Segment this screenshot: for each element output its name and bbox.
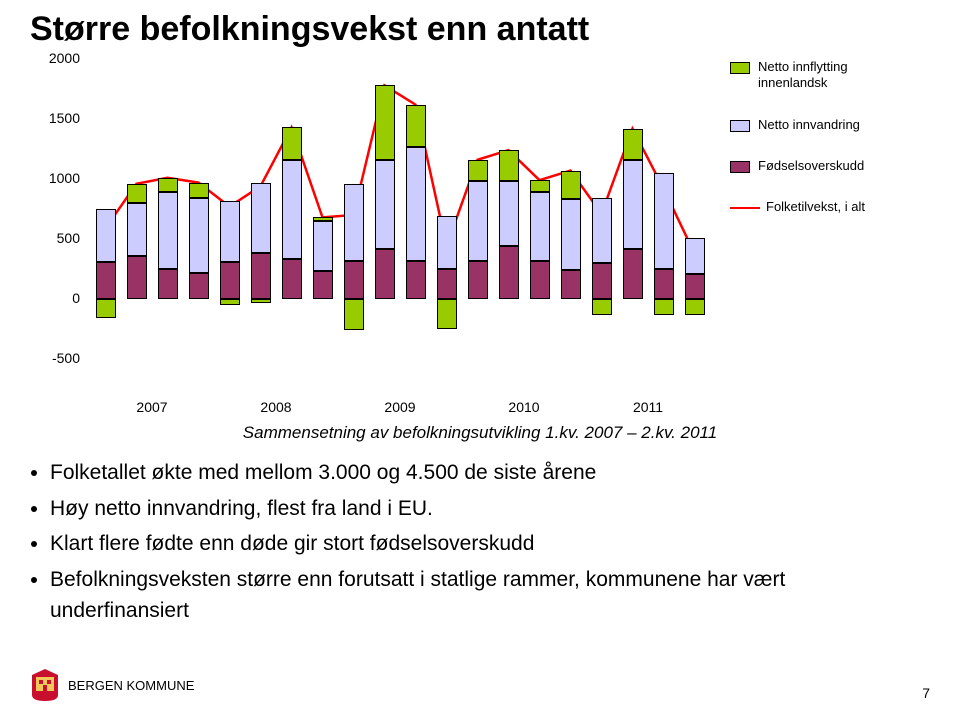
chart-caption: Sammensetning av befolkningsutvikling 1.… <box>30 423 930 443</box>
bar-seg-fodsel <box>127 256 147 299</box>
x-axis-year-label: 2010 <box>462 399 586 415</box>
bar-seg-innflytting <box>685 299 705 315</box>
bar-seg-fodsel <box>96 262 116 299</box>
legend-item: Netto innvandring <box>730 117 888 133</box>
page-number: 7 <box>922 685 930 701</box>
bar-seg-innflytting <box>96 299 116 318</box>
bar-seg-innvandring <box>561 199 581 270</box>
legend-label: Fødselsoverskudd <box>758 158 864 174</box>
legend-label: Netto innvandring <box>758 117 860 133</box>
bar-seg-innflytting <box>406 105 426 147</box>
bar-seg-fodsel <box>468 261 488 299</box>
bar-seg-fodsel <box>530 261 550 299</box>
bar-seg-innvandring <box>530 192 550 260</box>
bar-seg-fodsel <box>406 261 426 299</box>
legend-item: Netto innflytting innenlandsk <box>730 59 888 92</box>
bar-seg-fodsel <box>158 269 178 299</box>
bar-seg-innflytting <box>654 299 674 315</box>
chart-legend: Netto innflytting innenlandsk Netto innva… <box>730 59 888 240</box>
y-axis-tick-label: -500 <box>30 350 80 366</box>
bullet-item: Folketallet økte med mellom 3.000 og 4.5… <box>50 457 930 489</box>
bar-seg-fodsel <box>189 273 209 299</box>
legend-swatch <box>730 62 750 74</box>
bar-seg-innvandring <box>220 201 240 262</box>
bar-seg-innvandring <box>654 173 674 269</box>
bar-seg-fodsel <box>282 259 302 299</box>
bar-seg-innflytting <box>127 184 147 203</box>
bar-seg-innflytting <box>313 217 333 221</box>
bar-seg-fodsel <box>220 262 240 299</box>
bar-seg-fodsel <box>251 253 271 299</box>
bar-seg-innflytting <box>189 183 209 199</box>
bar-seg-innvandring <box>127 203 147 256</box>
x-axis-year-label: 2009 <box>338 399 462 415</box>
bullet-item: Befolkningsveksten større enn forutsatt … <box>50 564 930 627</box>
bar-seg-innflytting <box>158 178 178 192</box>
bar-seg-innvandring <box>282 160 302 260</box>
bar-seg-innvandring <box>685 238 705 274</box>
y-axis-tick-label: 1500 <box>30 110 80 126</box>
legend-item: Folketilvekst, i alt <box>730 199 888 215</box>
legend-label: Folketilvekst, i alt <box>766 199 865 215</box>
bar-seg-innflytting <box>375 85 395 159</box>
bar-seg-innvandring <box>592 198 612 263</box>
bar-seg-innvandring <box>437 216 457 269</box>
legend-label: Netto innflytting innenlandsk <box>758 59 888 92</box>
bar-seg-innvandring <box>499 181 519 246</box>
y-axis-tick-label: 2000 <box>30 50 80 66</box>
bullet-list: Folketallet økte med mellom 3.000 og 4.5… <box>50 457 930 627</box>
bar-seg-innflytting <box>530 180 550 192</box>
bar-seg-innflytting <box>499 150 519 181</box>
bar-seg-innvandring <box>158 192 178 269</box>
chart-container: -5000500100015002000 2007200820092010201… <box>30 59 930 419</box>
bar-seg-innvandring <box>313 221 333 271</box>
bar-seg-fodsel <box>685 274 705 299</box>
x-axis-year-label: 2007 <box>90 399 214 415</box>
bullet-item: Høy netto innvandring, flest fra land i … <box>50 493 930 525</box>
bar-seg-innflytting <box>344 299 364 330</box>
bar-seg-fodsel <box>375 249 395 299</box>
bar-seg-innvandring <box>344 184 364 261</box>
bar-seg-innflytting <box>623 129 643 160</box>
x-axis-year-label: 2008 <box>214 399 338 415</box>
bar-seg-fodsel <box>437 269 457 299</box>
bar-seg-innflytting <box>220 299 240 305</box>
footer: BERGEN KOMMUNE <box>30 669 194 701</box>
bar-seg-innvandring <box>189 198 209 272</box>
legend-item: Fødselsoverskudd <box>730 158 888 174</box>
legend-swatch <box>730 161 750 173</box>
bar-seg-innvandring <box>623 160 643 249</box>
bar-seg-innflytting <box>468 160 488 182</box>
legend-line-swatch <box>730 207 760 209</box>
logo-icon <box>30 669 60 701</box>
bar-seg-fodsel <box>313 271 333 299</box>
bar-seg-innflytting <box>592 299 612 315</box>
footer-text: BERGEN KOMMUNE <box>68 678 194 693</box>
bullet-item: Klart flere fødte enn døde gir stort fød… <box>50 528 930 560</box>
y-axis-tick-label: 500 <box>30 230 80 246</box>
bar-seg-innflytting <box>282 127 302 159</box>
y-axis-tick-label: 0 <box>30 290 80 306</box>
bar-seg-fodsel <box>561 270 581 299</box>
bar-seg-fodsel <box>654 269 674 299</box>
slide-title: Større befolkningsvekst enn antatt <box>30 10 930 49</box>
bar-seg-innflytting <box>251 299 271 303</box>
legend-swatch <box>730 120 750 132</box>
bar-seg-fodsel <box>499 246 519 299</box>
bar-seg-fodsel <box>344 261 364 299</box>
chart-plot-area <box>90 59 710 359</box>
bar-seg-innvandring <box>251 183 271 254</box>
bar-seg-innvandring <box>468 181 488 260</box>
y-axis-tick-label: 1000 <box>30 170 80 186</box>
bar-seg-fodsel <box>623 249 643 299</box>
bar-seg-fodsel <box>592 263 612 299</box>
bar-seg-innflytting <box>561 171 581 200</box>
bar-seg-innflytting <box>437 299 457 329</box>
bar-seg-innvandring <box>375 160 395 249</box>
x-axis-year-label: 2011 <box>586 399 710 415</box>
bar-seg-innvandring <box>406 147 426 261</box>
bar-seg-innvandring <box>96 209 116 262</box>
